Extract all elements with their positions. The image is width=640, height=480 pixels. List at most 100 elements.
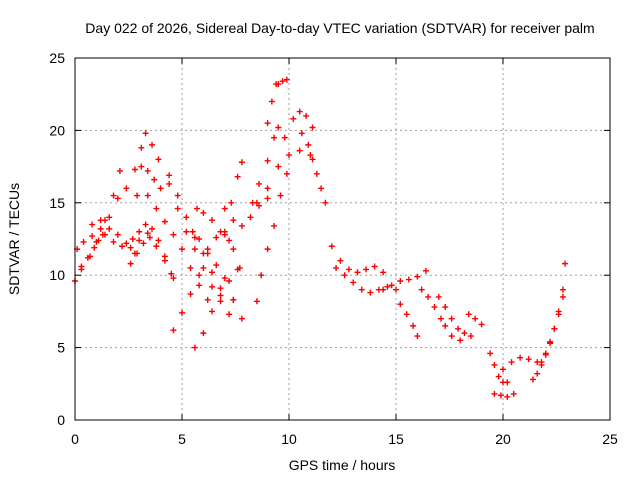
data-point — [559, 293, 566, 300]
data-point — [170, 327, 177, 334]
data-point — [264, 157, 271, 164]
series-arc-17 — [221, 159, 245, 235]
data-point — [264, 120, 271, 127]
data-point — [142, 221, 149, 228]
data-point — [414, 333, 421, 340]
data-point — [525, 356, 532, 363]
data-point — [136, 237, 143, 244]
series-arc-04 — [89, 217, 138, 257]
data-point — [271, 134, 278, 141]
x-tick-label: 10 — [281, 431, 297, 447]
data-point — [275, 163, 282, 170]
data-point — [138, 144, 145, 151]
data-point — [322, 199, 329, 206]
y-tick-label: 0 — [57, 412, 65, 428]
data-point — [161, 218, 168, 225]
data-point — [228, 199, 235, 206]
y-tick-label: 20 — [49, 122, 65, 138]
data-point — [213, 234, 220, 241]
data-point — [422, 267, 429, 274]
data-point — [93, 238, 100, 245]
data-point — [110, 192, 117, 199]
data-point — [153, 243, 160, 250]
data-point — [510, 390, 517, 397]
data-point — [97, 217, 104, 224]
data-point — [309, 124, 316, 131]
x-axis-title: GPS time / hours — [289, 457, 396, 473]
series-arc-10 — [144, 192, 211, 303]
data-point — [153, 205, 160, 212]
series-arc-30 — [418, 286, 444, 322]
series-arc-37 — [529, 293, 566, 383]
data-point — [196, 272, 203, 279]
data-point — [264, 185, 271, 192]
data-point — [504, 393, 511, 400]
data-point — [217, 298, 224, 305]
series-arc-34 — [487, 350, 511, 386]
data-point — [174, 205, 181, 212]
data-point — [345, 266, 352, 273]
data-point — [313, 170, 320, 177]
series-arc-02 — [74, 195, 121, 253]
data-point — [221, 205, 228, 212]
series-arc-26 — [328, 243, 387, 276]
data-point — [397, 277, 404, 284]
series-arc-05 — [101, 230, 151, 251]
data-point — [268, 98, 275, 105]
data-point — [256, 180, 263, 187]
series-arc-15 — [191, 266, 241, 351]
data-point — [89, 221, 96, 228]
data-point — [442, 322, 449, 329]
data-point — [114, 231, 121, 238]
data-point — [238, 222, 245, 229]
data-point — [275, 81, 282, 88]
series-arc-08 — [129, 221, 175, 277]
data-point — [491, 361, 498, 368]
data-point — [200, 209, 207, 216]
data-points — [72, 76, 569, 400]
x-tick-label: 20 — [495, 431, 511, 447]
data-point — [309, 156, 316, 163]
data-point — [89, 233, 96, 240]
data-point — [448, 315, 455, 322]
series-arc-13 — [189, 228, 245, 322]
data-point — [155, 237, 162, 244]
data-point — [455, 325, 462, 332]
data-point — [146, 234, 153, 241]
data-point — [253, 298, 260, 305]
data-point — [286, 152, 292, 159]
data-point — [495, 373, 502, 380]
data-point — [555, 308, 562, 315]
data-point — [472, 315, 479, 322]
data-point — [371, 263, 378, 270]
y-axis-title: SDTVAR / TECUs — [6, 183, 22, 295]
data-point — [170, 275, 177, 282]
data-point — [384, 283, 391, 290]
data-point — [208, 269, 215, 276]
data-point — [149, 141, 156, 148]
data-point — [217, 292, 224, 299]
data-point — [277, 192, 284, 199]
data-point — [200, 264, 207, 271]
data-point — [144, 167, 151, 174]
data-point — [542, 350, 549, 357]
data-point — [157, 185, 164, 192]
series-arc-32 — [442, 322, 464, 344]
data-point — [508, 359, 515, 366]
data-point — [283, 76, 290, 83]
series-arc-20 — [249, 124, 282, 206]
y-tick-label: 25 — [49, 50, 65, 66]
data-point — [442, 304, 449, 311]
data-point — [127, 244, 134, 251]
data-point — [418, 286, 425, 293]
data-point — [397, 301, 404, 308]
data-point — [136, 228, 143, 235]
data-point — [258, 272, 265, 279]
series-arc-06 — [123, 163, 164, 192]
data-point — [296, 108, 303, 115]
data-point — [547, 338, 554, 345]
data-point — [161, 253, 168, 260]
data-point — [333, 264, 340, 271]
x-tick-label: 15 — [388, 431, 404, 447]
data-point — [380, 286, 387, 293]
